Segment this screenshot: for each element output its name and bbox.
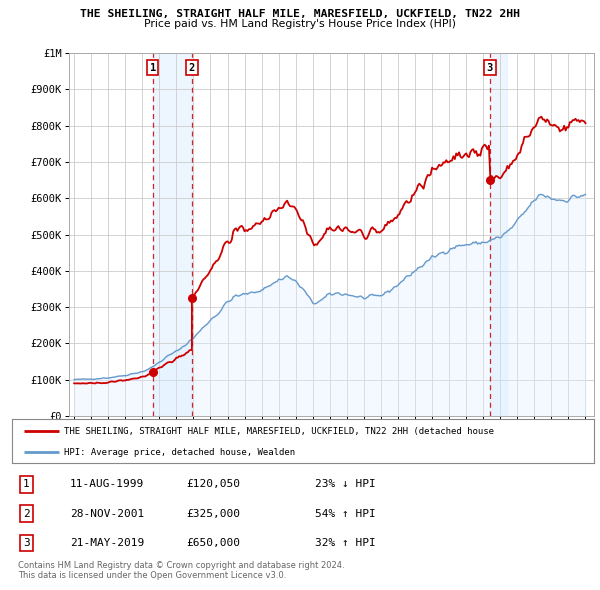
Text: Price paid vs. HM Land Registry's House Price Index (HPI): Price paid vs. HM Land Registry's House … [144, 19, 456, 30]
Text: £325,000: £325,000 [187, 509, 241, 519]
Text: HPI: Average price, detached house, Wealden: HPI: Average price, detached house, Weal… [64, 448, 296, 457]
Text: 23% ↓ HPI: 23% ↓ HPI [314, 480, 376, 489]
Text: 54% ↑ HPI: 54% ↑ HPI [314, 509, 376, 519]
Text: £120,050: £120,050 [187, 480, 241, 489]
Text: 11-AUG-1999: 11-AUG-1999 [70, 480, 145, 489]
Text: 2: 2 [189, 63, 195, 73]
Text: THE SHEILING, STRAIGHT HALF MILE, MARESFIELD, UCKFIELD, TN22 2HH: THE SHEILING, STRAIGHT HALF MILE, MARESF… [80, 9, 520, 19]
Text: 3: 3 [23, 538, 30, 548]
Text: Contains HM Land Registry data © Crown copyright and database right 2024.
This d: Contains HM Land Registry data © Crown c… [18, 560, 344, 580]
Text: 28-NOV-2001: 28-NOV-2001 [70, 509, 145, 519]
Text: 3: 3 [487, 63, 493, 73]
Text: 1: 1 [23, 480, 30, 489]
Bar [490, 53, 507, 416]
Text: 32% ↑ HPI: 32% ↑ HPI [314, 538, 376, 548]
Text: 1: 1 [149, 63, 156, 73]
Text: THE SHEILING, STRAIGHT HALF MILE, MARESFIELD, UCKFIELD, TN22 2HH (detached house: THE SHEILING, STRAIGHT HALF MILE, MARESF… [64, 427, 494, 436]
Text: £650,000: £650,000 [187, 538, 241, 548]
Text: 2: 2 [23, 509, 30, 519]
Text: 21-MAY-2019: 21-MAY-2019 [70, 538, 145, 548]
Bar [152, 53, 192, 416]
